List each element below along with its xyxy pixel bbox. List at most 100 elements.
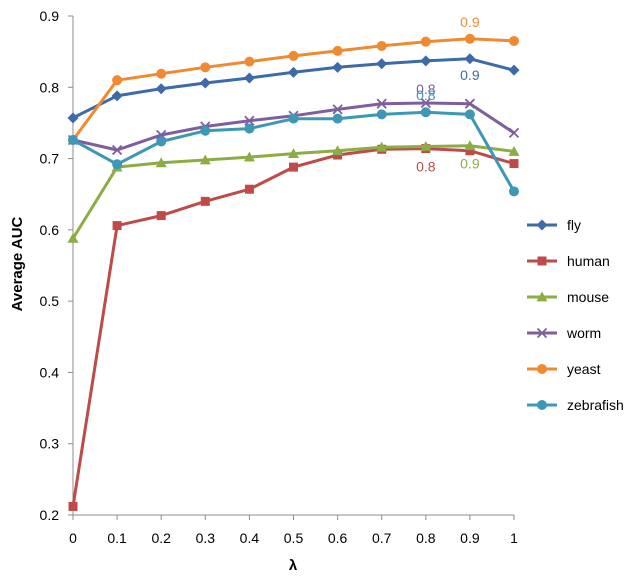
data-point-yeast (332, 45, 343, 56)
series-line-worm (72, 101, 515, 152)
legend-label: fly (567, 217, 581, 233)
legend-marker (536, 219, 548, 231)
annotation-mouse: 0.9 (460, 156, 480, 172)
axes: 0.2 0.3 0.4 0.5 0.6 0.7 0.8 0.9 0 0.1 0.2 0.3 0.4 0.5… (40, 8, 519, 546)
data-point-worm (244, 115, 255, 126)
series-mouse (67, 140, 520, 243)
y-tick-label: 0.3 (40, 436, 60, 452)
x-tick-label: 0.8 (416, 530, 436, 546)
y-tick-label: 0.2 (40, 507, 60, 523)
data-point-human (465, 146, 475, 156)
x-tick-label: 0.9 (460, 530, 480, 546)
data-point-mouse (464, 140, 476, 151)
data-point-fly (288, 66, 299, 78)
series-zebrafish (68, 107, 519, 197)
x-tick-label: 0 (69, 530, 77, 546)
data-point-mouse (243, 151, 255, 162)
data-point-fly (464, 53, 476, 65)
data-point-fly (376, 58, 388, 70)
series-line-human (71, 147, 515, 507)
data-point-worm (420, 97, 431, 109)
y-tick-label: 0.4 (40, 364, 60, 380)
data-point-yeast (244, 56, 255, 67)
data-point-zebrafish (288, 113, 299, 124)
legend-marker (536, 327, 548, 339)
annotation-zebrafish: 0.8 (416, 87, 436, 103)
data-point-human (156, 211, 166, 221)
data-point-fly (155, 83, 167, 95)
y-tick-label: 0.7 (40, 151, 60, 167)
data-point-mouse (155, 157, 167, 168)
data-point-worm (111, 144, 123, 156)
data-point-yeast (420, 36, 431, 47)
legend-label: zebrafish (567, 397, 624, 413)
data-point-mouse (288, 148, 299, 158)
series-human (68, 144, 519, 511)
data-point-zebrafish (200, 125, 211, 136)
annotation-human: 0.8 (416, 159, 436, 175)
legend-item-human: human (527, 253, 610, 269)
data-point-zebrafish (376, 109, 387, 120)
data-point-worm (508, 127, 520, 139)
data-point-zebrafish (244, 123, 255, 134)
data-point-human (200, 196, 210, 206)
y-tick-label: 0.9 (40, 8, 60, 24)
data-point-zebrafish (332, 113, 343, 124)
data-point-fly (420, 55, 432, 67)
series-fly (67, 53, 520, 124)
data-point-human (289, 162, 298, 172)
legend-label: human (567, 253, 610, 269)
data-point-yeast (288, 50, 299, 61)
x-tick-label: 0.2 (151, 530, 171, 546)
annotation-yeast: 0.9 (460, 14, 480, 30)
data-point-zebrafish (420, 107, 431, 118)
data-point-zebrafish (509, 186, 519, 197)
annotations: 0.90.90.80.80.8 0.9 (416, 14, 480, 175)
data-point-zebrafish (68, 135, 78, 146)
x-tick-label: 0.3 (196, 530, 216, 546)
y-tick-label: 0.8 (40, 79, 60, 95)
legend-marker (537, 400, 547, 410)
data-point-fly (508, 64, 520, 76)
series-lines (67, 33, 520, 511)
data-point-zebrafish (112, 159, 123, 170)
data-point-yeast (156, 68, 167, 79)
data-point-yeast (509, 35, 519, 46)
legend-label: mouse (567, 289, 609, 305)
legend-marker (537, 364, 547, 374)
y-tick-label: 0.6 (40, 222, 60, 238)
data-point-fly (67, 112, 79, 124)
legend-marker (537, 256, 547, 266)
x-tick-label: 1 (510, 530, 518, 546)
data-point-worm (464, 98, 476, 109)
series-yeast (68, 33, 519, 146)
legend-label: yeast (567, 361, 601, 377)
legend-item-zebrafish: zebrafish (527, 397, 624, 413)
legend-label: worm (566, 325, 601, 341)
annotation-worm: 0.8 (416, 81, 436, 97)
data-point-yeast (464, 33, 475, 44)
x-tick-label: 0.6 (328, 530, 348, 546)
legend-marker (536, 291, 548, 302)
data-point-mouse (508, 145, 520, 156)
data-point-fly (332, 61, 344, 73)
data-point-mouse (199, 154, 211, 165)
data-point-human (112, 221, 122, 231)
data-point-human (244, 184, 254, 194)
data-point-human (68, 501, 78, 511)
data-point-yeast (376, 40, 387, 51)
data-point-human (509, 159, 519, 169)
data-point-mouse (67, 232, 79, 243)
data-point-worm (332, 104, 343, 115)
data-point-fly (111, 90, 123, 102)
legend-item-mouse: mouse (527, 289, 609, 305)
x-axis-title: λ (289, 557, 298, 574)
data-point-zebrafish (464, 109, 475, 120)
data-point-yeast (200, 62, 211, 73)
data-point-fly (243, 72, 255, 84)
y-axis-title: Average AUC (9, 216, 26, 311)
x-tick-label: 0.1 (107, 530, 127, 546)
data-point-mouse (420, 140, 432, 151)
